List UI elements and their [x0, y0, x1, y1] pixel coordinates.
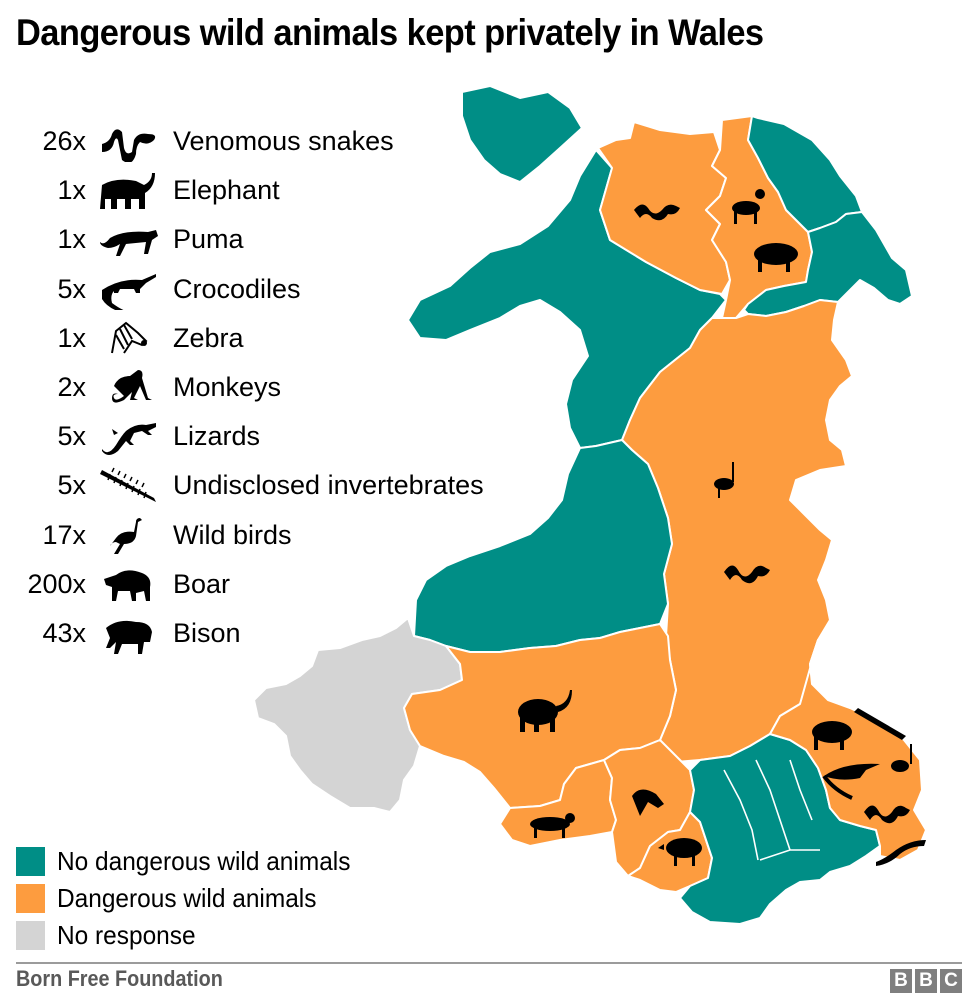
map-zebra-icon: [632, 789, 664, 816]
animal-row: 5x Lizards: [0, 417, 540, 466]
animal-row: 1x Puma: [0, 220, 540, 269]
map-bird-icon: [714, 462, 734, 498]
legend-swatch-teal: [16, 847, 45, 876]
boar-icon: [104, 570, 151, 601]
map-snake-icon-2: [724, 565, 770, 584]
animal-count: 200x: [27, 568, 86, 599]
legend-swatch-orange: [16, 884, 45, 913]
animal-row: 1x Zebra: [0, 319, 540, 368]
zebra-icon: [111, 321, 148, 354]
animal-name: Zebra: [173, 322, 244, 353]
map-elephant-icon: [518, 690, 572, 732]
legend-swatch-grey: [16, 921, 45, 950]
animal-count: 1x: [57, 175, 86, 206]
region-anglesey: [461, 85, 583, 183]
lizard-icon: [102, 423, 156, 456]
animal-name: Venomous snakes: [173, 126, 394, 156]
map-snake-icon-3: [864, 805, 910, 824]
animal-count: 5x: [57, 470, 86, 501]
animal-name: Crocodiles: [173, 273, 301, 304]
map-bison-icon: [754, 243, 798, 272]
snake-icon: [102, 129, 156, 162]
animal-row: 2x Monkeys: [0, 368, 540, 417]
animal-count: 1x: [57, 224, 86, 255]
logo-letter: B: [890, 969, 912, 993]
legend-label: No response: [57, 920, 196, 950]
animal-row: 17x Wild birds: [0, 516, 540, 565]
animal-count: 5x: [57, 421, 86, 452]
logo-letter: B: [915, 969, 937, 993]
bbc-logo: B B C: [890, 969, 962, 993]
map-puma-icon: [530, 813, 575, 838]
map-bird-icon-2: [891, 744, 912, 772]
animal-row: 26x Venomous snakes: [0, 122, 540, 171]
animal-name: Elephant: [173, 175, 280, 206]
map-snake-icon: [634, 204, 680, 221]
animal-count: 43x: [42, 617, 86, 648]
animal-row: 43x Bison: [0, 614, 540, 663]
animal-list: 26x Venomous snakes 1x Elephant 1x Puma …: [0, 122, 540, 663]
animal-row: 5x Crocodiles: [0, 270, 540, 319]
map-monkey-icon: [732, 189, 765, 224]
map-crocodile-icon: [822, 763, 880, 800]
legend-label: Dangerous wild animals: [57, 883, 317, 913]
animal-name: Monkeys: [173, 371, 282, 402]
invertebrate-icon: [100, 467, 156, 503]
footer-divider: [16, 962, 962, 964]
map-lizard-icon: [876, 840, 926, 866]
animal-count: 17x: [42, 519, 86, 550]
animal-count: 1x: [57, 322, 86, 353]
chart-title: Dangerous wild animals kept privately in…: [16, 12, 764, 53]
map-boar-icon: [658, 838, 702, 866]
map-icons: [518, 189, 926, 866]
animal-row: 200x Boar: [0, 565, 540, 614]
monkey-icon: [112, 369, 152, 403]
bison-icon: [106, 620, 152, 654]
logo-letter: C: [940, 969, 962, 993]
animal-count: 2x: [57, 371, 86, 402]
legend-label: No dangerous wild animals: [57, 846, 351, 876]
animal-name: Boar: [173, 568, 231, 599]
animal-row: 1x Elephant: [0, 171, 540, 220]
puma-icon: [100, 230, 158, 257]
animal-name: Undisclosed invertebrates: [173, 470, 484, 501]
map-invertebrate-icon: [854, 708, 906, 740]
bird-icon: [110, 517, 142, 554]
elephant-icon: [100, 173, 155, 210]
source-credit: Born Free Foundation: [16, 966, 223, 991]
animal-name: Puma: [173, 224, 244, 255]
map-bison-icon-2: [812, 721, 852, 750]
animal-name: Bison: [173, 617, 241, 648]
animal-count: 26x: [42, 126, 86, 156]
animal-count: 5x: [57, 273, 86, 304]
animal-row: 5x Undisclosed invertebrates: [0, 466, 540, 515]
animal-name: Lizards: [173, 421, 261, 452]
animal-name: Wild birds: [173, 519, 292, 550]
crocodile-icon: [102, 273, 156, 310]
